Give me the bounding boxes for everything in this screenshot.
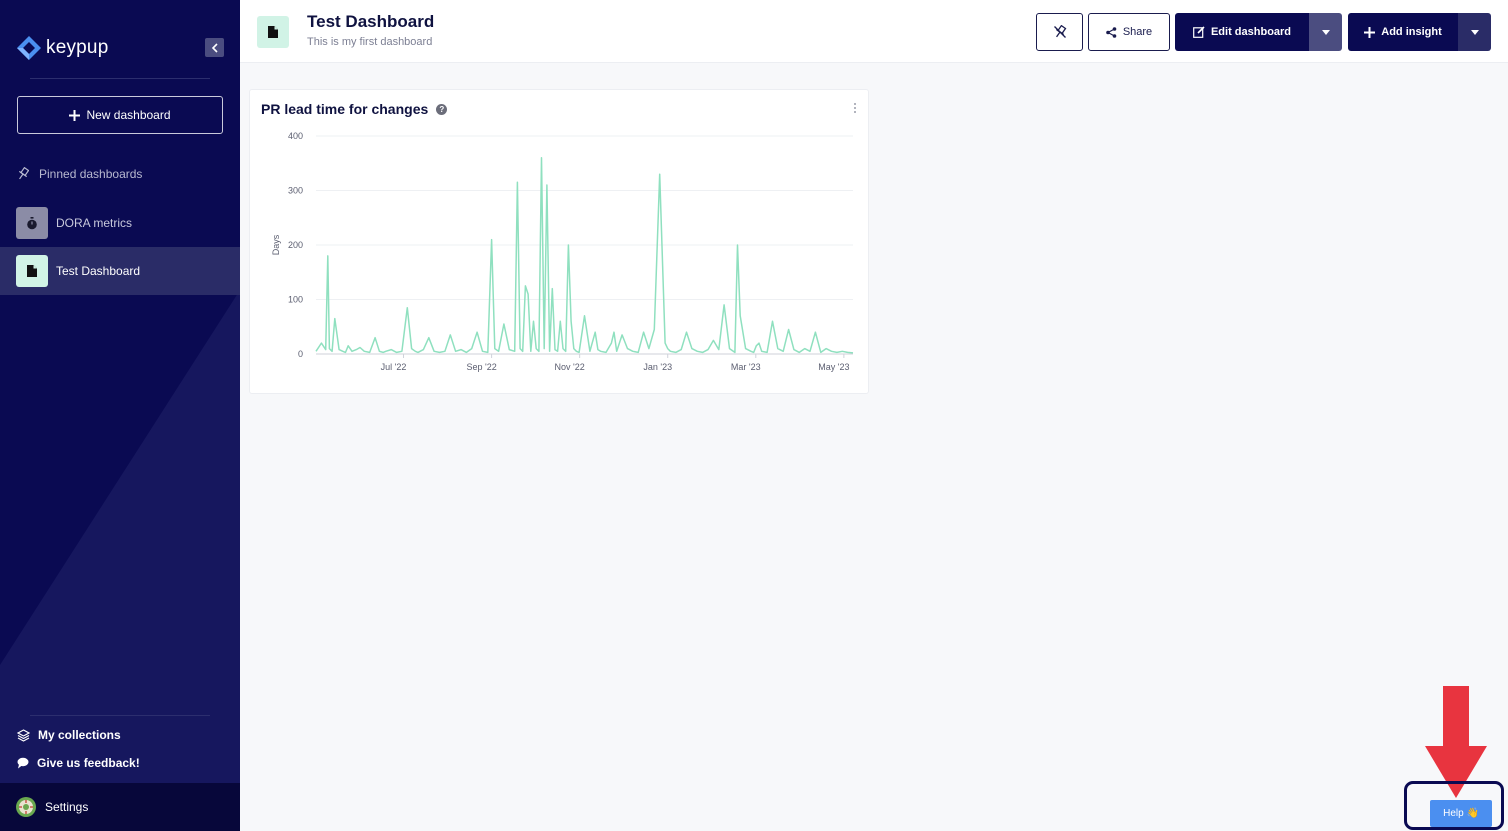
x-tick-label: Sep '22 — [466, 362, 496, 372]
y-tick-label: 400 — [288, 131, 303, 141]
chat-bubble-icon — [17, 757, 29, 769]
plus-icon — [1364, 26, 1376, 38]
new-dashboard-label: New dashboard — [86, 108, 171, 122]
logo[interactable]: keypup — [16, 35, 108, 61]
dashboard-header: Test Dashboard This is my first dashboar… — [240, 0, 1508, 63]
y-tick-label: 0 — [298, 349, 303, 359]
plus-icon — [69, 109, 81, 121]
dashboard-thumbnail — [16, 255, 48, 287]
dashboard-thumbnail — [16, 207, 48, 239]
dashboard-label: DORA metrics — [56, 216, 133, 230]
dashboard-label: Test Dashboard — [56, 264, 141, 278]
settings-button[interactable]: Settings — [0, 783, 240, 831]
x-tick-label: Jul '22 — [381, 362, 407, 372]
pinned-dashboards-label: Pinned dashboards — [39, 167, 143, 181]
edit-dashboard-dropdown-button[interactable] — [1309, 13, 1342, 51]
insight-title-text: PR lead time for changes — [261, 101, 429, 117]
logo-text: keypup — [46, 37, 109, 58]
page-subtitle: This is my first dashboard — [307, 36, 433, 48]
annotation-arrow — [1425, 686, 1487, 798]
my-collections-label: My collections — [38, 728, 121, 742]
page-title: Test Dashboard — [307, 12, 435, 31]
y-axis-label: Days — [271, 234, 281, 255]
insight-title: PR lead time for changes ? — [261, 101, 448, 117]
unpin-button[interactable] — [1036, 13, 1083, 51]
new-dashboard-button[interactable]: New dashboard — [17, 96, 223, 134]
document-icon — [268, 26, 278, 38]
share-label: Share — [1122, 26, 1153, 38]
edit-icon — [1193, 26, 1205, 38]
collapse-sidebar-button[interactable] — [205, 38, 224, 57]
keypup-logo-icon — [17, 36, 41, 60]
edit-dashboard-button[interactable]: Edit dashboard — [1175, 13, 1309, 51]
line-chart: 0 100 200 300 400 Jul '22 Sep '22 Nov '22 Jan '2… — [271, 131, 854, 372]
y-tick-label: 200 — [288, 240, 303, 250]
divider — [30, 78, 210, 79]
divider — [30, 715, 210, 716]
sidebar-item-test-dashboard[interactable]: Test Dashboard — [0, 247, 240, 295]
x-tick-label: Jan '23 — [643, 362, 672, 372]
share-icon — [1106, 26, 1117, 38]
edit-dashboard-label: Edit dashboard — [1210, 26, 1292, 38]
y-tick-label: 100 — [288, 295, 303, 305]
caret-down-icon — [1470, 29, 1479, 35]
sidebar: keypup New dashboard Pinned dashboards — [0, 0, 240, 831]
add-insight-button[interactable]: Add insight — [1348, 13, 1458, 51]
series-line — [315, 157, 854, 354]
add-insight-label: Add insight — [1381, 26, 1442, 38]
help-highlight-box — [1404, 781, 1504, 830]
unpin-icon — [1053, 25, 1066, 38]
dashboard-icon — [257, 16, 289, 48]
settings-label: Settings — [45, 800, 89, 814]
stopwatch-icon — [27, 216, 37, 229]
help-button[interactable]: Help 👋 — [1430, 800, 1492, 827]
add-insight-dropdown-button[interactable] — [1458, 13, 1491, 51]
document-icon — [27, 265, 37, 277]
x-tick-label: Nov '22 — [555, 362, 585, 372]
my-collections-link[interactable]: My collections — [17, 728, 121, 742]
insight-card: PR lead time for changes ? 0 100 200 300 400… — [249, 89, 869, 394]
y-tick-label: 300 — [288, 186, 303, 196]
help-label: Help 👋 — [1443, 808, 1479, 819]
caret-down-icon — [1321, 29, 1330, 35]
sidebar-item-dora-metrics[interactable]: DORA metrics — [0, 199, 240, 247]
avatar — [16, 797, 36, 817]
x-tick-label: May '23 — [818, 362, 849, 372]
pin-icon — [18, 167, 29, 180]
x-tick-label: Mar '23 — [731, 362, 761, 372]
chevron-left-icon — [211, 42, 218, 53]
feedback-link[interactable]: Give us feedback! — [17, 756, 140, 770]
pinned-dashboards-header: Pinned dashboards — [17, 167, 142, 181]
share-button[interactable]: Share — [1088, 13, 1170, 51]
layers-icon — [17, 728, 30, 742]
question-icon[interactable]: ? — [436, 103, 448, 115]
kebab-menu-icon[interactable] — [854, 103, 856, 113]
user-avatar-icon — [19, 800, 33, 814]
feedback-label: Give us feedback! — [37, 756, 140, 770]
